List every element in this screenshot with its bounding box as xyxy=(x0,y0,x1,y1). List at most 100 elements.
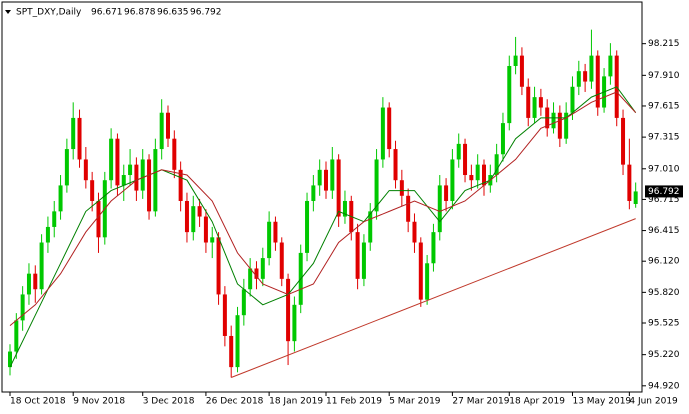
trend-line xyxy=(231,218,636,378)
candle-body xyxy=(406,195,411,222)
x-tick-label: 26 Dec 2018 xyxy=(206,397,264,407)
candle-body xyxy=(58,185,63,212)
candle-body xyxy=(551,112,556,129)
candle-body xyxy=(8,351,12,368)
candle-body xyxy=(608,55,613,77)
candle-body xyxy=(342,200,347,217)
candle-body xyxy=(475,164,480,181)
candle-body xyxy=(317,169,322,186)
chart-title: SPT_DXY,Daily xyxy=(16,8,82,18)
candle-body xyxy=(134,164,139,191)
candle-body xyxy=(14,320,19,352)
plot-frame xyxy=(1,1,643,393)
candle-body xyxy=(222,294,227,336)
candle-body xyxy=(286,278,291,342)
candle-body xyxy=(482,164,486,186)
candle-body xyxy=(330,159,335,191)
candle-body xyxy=(305,200,310,253)
candle-body xyxy=(279,242,284,279)
candle-body xyxy=(633,191,638,204)
candle-body xyxy=(425,263,430,300)
candle-body xyxy=(311,185,316,201)
candle-body xyxy=(444,185,449,201)
x-tick-label: 5 Mar 2019 xyxy=(389,397,441,407)
candle-body xyxy=(437,185,442,233)
moving-average-line xyxy=(9,91,637,326)
candle-body xyxy=(412,221,417,243)
y-tick-label: 97.315 xyxy=(648,133,680,143)
candle-body xyxy=(166,112,170,139)
candle-body xyxy=(387,107,392,150)
y-tick-label: 96.715 xyxy=(648,195,680,205)
candle-body xyxy=(77,117,82,160)
candle-body xyxy=(595,55,600,108)
candle-body xyxy=(128,164,133,176)
candle-body xyxy=(71,117,76,150)
candle-body xyxy=(159,112,164,150)
y-tick-label: 97.615 xyxy=(648,101,680,111)
y-tick-label: 94.920 xyxy=(648,381,680,391)
candle-body xyxy=(324,169,328,191)
x-tick-label: 4 Jun 2019 xyxy=(629,397,678,407)
candle-body xyxy=(248,268,253,290)
candle-body xyxy=(172,138,177,170)
candle-body xyxy=(368,211,373,243)
x-tick-label: 18 Jan 2019 xyxy=(269,397,323,407)
candle-body xyxy=(627,164,632,201)
candle-body xyxy=(418,242,423,300)
header-close: 96.792 xyxy=(190,8,222,18)
last-price-label: 96.792 xyxy=(648,187,680,197)
candle-body xyxy=(197,206,202,217)
last-price-box xyxy=(645,185,683,198)
candle-body xyxy=(374,159,379,212)
candle-body xyxy=(115,138,120,186)
x-tick-label: 18 Oct 2018 xyxy=(10,397,66,407)
candle-body xyxy=(570,86,575,113)
candle-body xyxy=(90,180,95,201)
candle-body xyxy=(216,237,221,295)
candle-body xyxy=(184,200,189,233)
candle-body xyxy=(26,273,31,295)
candle-body xyxy=(153,149,158,212)
candle-body xyxy=(431,232,436,264)
candle-body xyxy=(241,289,246,316)
candle-body xyxy=(267,221,272,259)
candle-body xyxy=(621,117,626,165)
header-open: 96.671 xyxy=(91,8,123,18)
candle-body xyxy=(380,107,385,160)
y-tick-label: 95.220 xyxy=(648,350,680,360)
candle-body xyxy=(519,55,524,87)
candle-body xyxy=(513,55,518,66)
candle-body xyxy=(109,138,114,181)
candle-body xyxy=(463,143,468,176)
header-low: 96.635 xyxy=(157,8,189,18)
candle-body xyxy=(33,273,38,290)
y-tick-label: 95.525 xyxy=(648,318,680,328)
candle-body xyxy=(45,226,50,243)
candle-body xyxy=(564,112,569,139)
candle-body xyxy=(399,180,404,196)
candle-body xyxy=(469,175,474,181)
y-tick-label: 98.215 xyxy=(648,39,680,49)
candle-body xyxy=(64,149,69,186)
x-tick-label: 3 Dec 2018 xyxy=(143,397,195,407)
header-high: 96.878 xyxy=(124,8,156,18)
candle-body xyxy=(121,175,126,186)
candle-body xyxy=(229,335,234,368)
candle-body xyxy=(254,268,259,279)
candle-body xyxy=(52,211,57,227)
x-tick-label: 9 Nov 2018 xyxy=(73,397,125,407)
candle-body xyxy=(203,216,208,243)
candle-body xyxy=(361,242,366,279)
candle-body xyxy=(576,71,581,87)
y-tick-label: 97.010 xyxy=(648,164,680,174)
candle-body xyxy=(147,159,152,212)
candle-body xyxy=(210,237,215,243)
candle-body xyxy=(393,149,398,181)
moving-average-line xyxy=(9,86,637,368)
candle-body xyxy=(178,169,183,201)
candle-body xyxy=(583,71,588,82)
candle-body xyxy=(500,123,505,155)
